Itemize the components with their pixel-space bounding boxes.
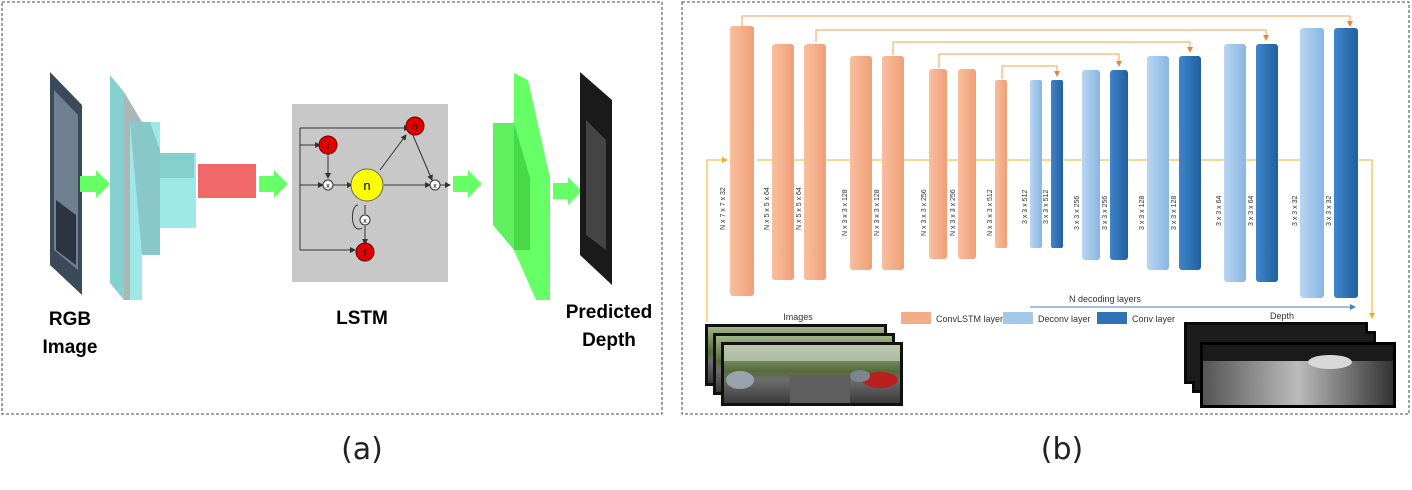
layer-18 [1334,28,1358,298]
legend-conv-label: Conv layer [1132,314,1175,324]
rgb-label-1: RGB [49,309,91,330]
caption-b: (b) [1041,432,1083,467]
layer-label-5: N x 3 x 3 x 128 [874,189,881,236]
layer-label-18: 3 x 3 x 32 [1326,196,1333,226]
cell-node [350,168,384,202]
layer-label-13: 3 x 3 x 128 [1139,196,1146,230]
layer-label-2: N x 5 x 5 x 64 [764,187,771,230]
legend: ConvLSTM layer Deconv layer Conv layer [901,312,1175,324]
lstm-label: LSTM [336,308,388,329]
layer-label-8: N x 3 x 3 x 512 [987,189,994,236]
legend-convlstm-swatch [901,312,931,324]
deconv-decoder-block [493,73,550,300]
layer-1 [730,26,754,296]
decoding-layers-label: N decoding layers [1069,294,1142,304]
layer-label-15: 3 x 3 x 64 [1216,196,1223,226]
panel-b-frame [681,1,1410,415]
layer-label-12: 3 x 3 x 256 [1102,196,1109,230]
decoding-layers-arrow: N decoding layers [1030,294,1356,310]
layer-15 [1224,44,1246,282]
layer-13 [1147,56,1169,270]
feature-vector-block [198,164,256,198]
layer-7 [958,69,976,259]
main-flow-line [706,157,1375,322]
layer-label-14: 3 x 3 x 128 [1171,196,1178,230]
layer-12 [1110,70,1128,260]
depth-output-stack: Depth [1184,311,1396,408]
mult-node-2 [429,179,441,191]
legend-deconv-swatch [1003,312,1033,324]
rgb-label-2: Image [43,337,98,358]
skip-connections [741,15,1353,79]
gate-f-label: f [364,248,367,259]
layer-16 [1256,44,1278,282]
layer-6 [929,69,947,259]
layer-label-17: 3 x 3 x 32 [1292,196,1299,226]
depth-label: Depth [1270,311,1294,321]
layer-label-1: N x 7 x 7 x 32 [720,187,727,230]
layer-label-10: 3 x 3 x 512 [1043,190,1050,224]
gate-i-label: i [327,141,329,152]
cnn-encoder-block [110,75,196,300]
rgb-image [50,72,82,295]
layer-11 [1082,70,1100,260]
layer-9 [1030,80,1042,248]
layer-label-16: 3 x 3 x 64 [1248,196,1255,226]
mult-node-1-label: x [326,183,330,190]
layer-8 [995,80,1007,248]
layer-label-6: N x 3 x 3 x 256 [921,189,928,236]
gate-o [405,116,425,136]
mult-node-3 [359,214,371,226]
flow-arrow-1 [80,170,110,198]
mult-node-2-label: x [433,183,437,190]
legend-conv-swatch [1097,312,1127,324]
cell-node-label: n [363,178,370,193]
layer-5 [882,56,904,270]
predicted-label-2: Depth [582,330,636,351]
layer-label-7: N x 3 x 3 x 256 [950,189,957,236]
layer-dimension-labels: N x 7 x 7 x 32 N x 5 x 5 x 64 N x 5 x 5 … [720,187,1333,236]
layer-2 [772,44,794,280]
legend-deconv-label: Deconv layer [1038,314,1091,324]
mult-node-1 [322,179,334,191]
flow-arrow-3 [453,170,482,198]
predicted-depth-map [580,72,612,285]
predicted-label-1: Predicted [566,302,653,323]
images-label: Images [783,312,813,322]
caption-a: (a) [341,432,383,467]
layer-17 [1300,28,1324,298]
flow-arrow-2 [259,170,288,198]
panel-a-frame [1,1,663,415]
gate-f [355,242,375,262]
flow-arrow-4 [553,177,582,205]
layer-label-11: 3 x 3 x 256 [1074,196,1081,230]
layer-label-3: N x 5 x 5 x 64 [796,187,803,230]
layer-3 [804,44,826,280]
input-image-stack: Images [705,312,903,406]
layer-10 [1051,80,1063,248]
encoder-decoder-layers [730,26,1358,298]
legend-convlstm-label: ConvLSTM layer [936,314,1003,324]
layer-14 [1179,56,1201,270]
layer-label-4: N x 3 x 3 x 128 [842,189,849,236]
gate-i [318,135,338,155]
lstm-cell: i o f n x x x [292,104,451,282]
layer-label-9: 3 x 3 x 512 [1022,190,1029,224]
gate-o-label: o [412,122,418,133]
layer-4 [850,56,872,270]
mult-node-3-label: x [363,218,367,225]
